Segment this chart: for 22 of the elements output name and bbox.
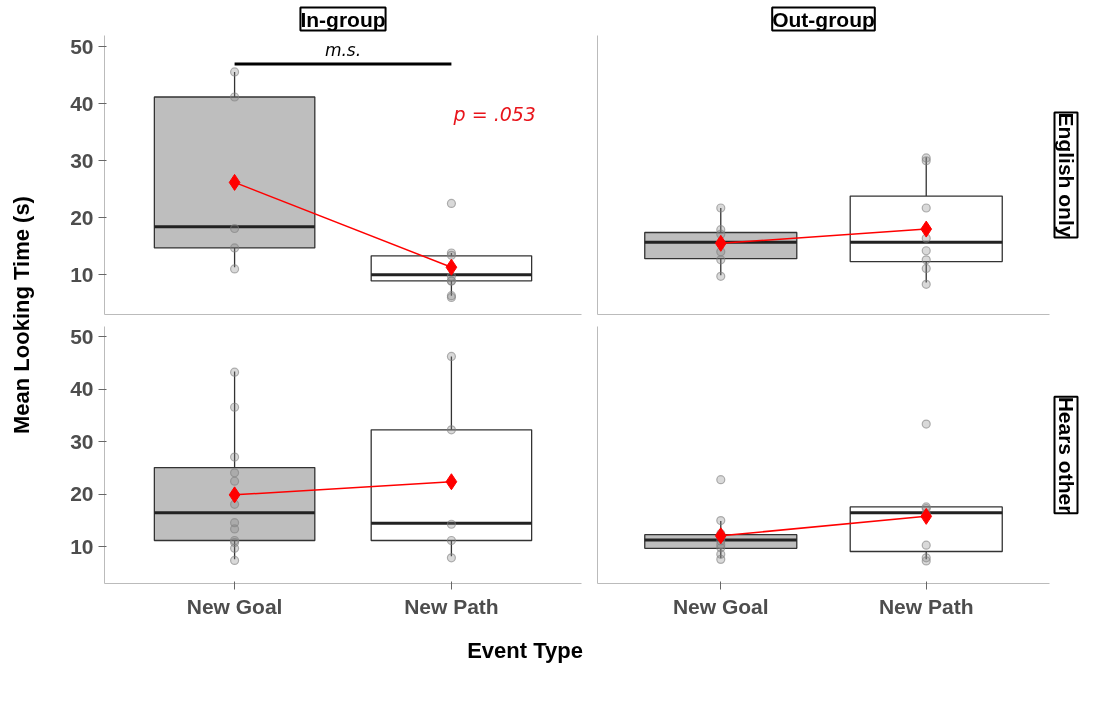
y-tick-label: 50 bbox=[70, 34, 94, 58]
y-tick-label: 10 bbox=[70, 262, 94, 286]
y-tick-label: 30 bbox=[70, 429, 94, 453]
y2-axis-title: Hears other bbox=[1054, 396, 1078, 514]
x-tick-label: New Path bbox=[404, 594, 499, 618]
x-tick-label: New Goal bbox=[186, 594, 283, 618]
chart-title: Out-group bbox=[772, 7, 875, 31]
y-tick-label: 30 bbox=[70, 148, 94, 172]
y2-axis-title: English only bbox=[1054, 112, 1078, 238]
y-axis-title: Mean Looking Time (s) bbox=[8, 196, 35, 434]
chart-title: In-group bbox=[300, 7, 386, 31]
y-tick-label: 50 bbox=[70, 324, 94, 348]
y-tick-label: 10 bbox=[70, 534, 94, 558]
y-tick-label: 20 bbox=[70, 205, 94, 229]
y-tick-label: 40 bbox=[70, 91, 94, 115]
annotation: p = .053 bbox=[452, 102, 536, 125]
x-axis-title: Event Type bbox=[467, 637, 583, 665]
annotation: m.s. bbox=[324, 40, 362, 61]
x-tick-label: New Path bbox=[878, 594, 974, 618]
x-tick-label: New Goal bbox=[672, 594, 769, 618]
y-tick-label: 40 bbox=[70, 377, 94, 401]
y-tick-label: 20 bbox=[70, 482, 94, 506]
